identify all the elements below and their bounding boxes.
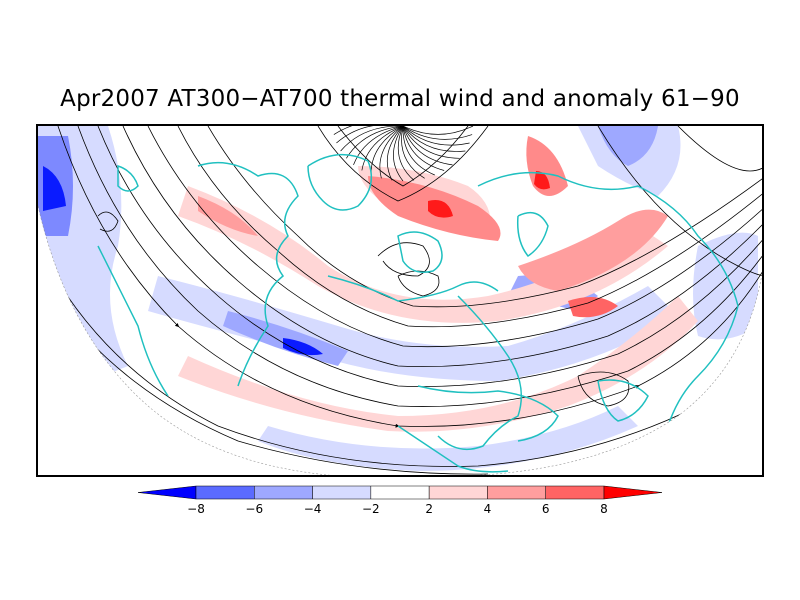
streamline bbox=[177, 126, 762, 328]
streamline bbox=[340, 126, 403, 152]
neg-anomaly-core-west bbox=[43, 166, 66, 211]
colorbar-swatch bbox=[545, 485, 605, 500]
streamline bbox=[353, 126, 404, 166]
streamline bbox=[333, 126, 403, 135]
colorbar-swatch bbox=[312, 485, 372, 500]
coastline-pacific-islands bbox=[117, 164, 139, 192]
colorbar-labels: −8 −6 −4 −2 2 4 6 8 bbox=[187, 502, 608, 516]
coastlines bbox=[97, 153, 739, 473]
polar-stereographic-map bbox=[38, 126, 762, 475]
colorbar-swatches bbox=[137, 485, 663, 500]
streamline bbox=[402, 126, 453, 166]
pos-anomaly-core-east bbox=[568, 297, 618, 318]
streamline bbox=[379, 126, 404, 179]
streamline bbox=[317, 126, 489, 202]
coastline-scandinavia bbox=[516, 211, 549, 258]
streamline bbox=[402, 126, 474, 135]
colorbar-swatch bbox=[487, 485, 546, 500]
streamline bbox=[337, 126, 469, 187]
coastline-hudson bbox=[397, 231, 443, 273]
coastline-greenland bbox=[307, 153, 373, 211]
pos-anomaly-mid-east bbox=[518, 209, 668, 291]
streamline bbox=[346, 126, 404, 159]
pos-anomaly-band-north bbox=[178, 186, 668, 323]
coastline-canada bbox=[327, 275, 499, 302]
coastline-india bbox=[597, 379, 649, 422]
neg-anomaly-band-south bbox=[258, 406, 638, 471]
polar-streamlines bbox=[333, 126, 474, 182]
streamline bbox=[386, 126, 404, 181]
coastline-north-america bbox=[197, 161, 299, 387]
colorbar-swatch bbox=[195, 485, 255, 500]
coastline-europe bbox=[437, 295, 523, 451]
coastline-asia bbox=[477, 171, 739, 427]
colorbar-tick-label: −4 bbox=[304, 502, 322, 516]
streamline bbox=[402, 126, 473, 140]
map-panel bbox=[36, 124, 764, 477]
colorbar-tick-label: −6 bbox=[245, 502, 263, 516]
colorbar-tick-label: 6 bbox=[542, 502, 550, 516]
streamline bbox=[402, 126, 445, 171]
colorbar-swatch bbox=[603, 485, 663, 500]
streamline bbox=[397, 126, 415, 181]
streamline bbox=[147, 126, 762, 348]
streamline bbox=[38, 245, 699, 467]
coastline-west-americas bbox=[97, 245, 169, 397]
streamline bbox=[402, 126, 460, 159]
neg-anomaly-band-east bbox=[693, 232, 758, 340]
anomaly-shading bbox=[38, 126, 758, 471]
pos-anomaly-core-nordic bbox=[534, 171, 550, 190]
streamline bbox=[77, 126, 762, 407]
colorbar-swatch bbox=[428, 485, 488, 500]
colorbar-swatch bbox=[137, 485, 197, 500]
map-title: Apr2007 AT300−AT700 thermal wind and ano… bbox=[60, 86, 740, 112]
streamline bbox=[57, 126, 762, 428]
coastline-mediterranean bbox=[417, 385, 559, 442]
streamline bbox=[207, 126, 762, 308]
streamline bbox=[97, 126, 762, 387]
streamline bbox=[122, 126, 762, 368]
streamline bbox=[677, 126, 762, 172]
streamline bbox=[336, 126, 403, 144]
streamline bbox=[402, 126, 435, 176]
colorbar-swatch bbox=[254, 485, 313, 500]
streamline bbox=[402, 126, 466, 152]
colorbar-tick-label: 8 bbox=[600, 502, 608, 516]
colorbar-swatch bbox=[370, 485, 430, 500]
streamline bbox=[97, 211, 119, 232]
colorbar-tick-label: 4 bbox=[484, 502, 492, 516]
coastline-africa bbox=[397, 425, 509, 473]
colorbar-tick-label: −2 bbox=[362, 502, 380, 516]
neg-anomaly-mid-north bbox=[598, 126, 658, 166]
streamline bbox=[393, 126, 404, 182]
streamline bbox=[577, 371, 630, 407]
colorbar-tick-label: −8 bbox=[187, 502, 205, 516]
streamline bbox=[401, 126, 425, 179]
streamline bbox=[361, 126, 404, 171]
colorbar-tick-label: 2 bbox=[425, 502, 433, 516]
pos-anomaly-mid-nw bbox=[198, 196, 258, 236]
pos-anomaly-core-north bbox=[428, 200, 453, 218]
streamline bbox=[402, 126, 470, 146]
